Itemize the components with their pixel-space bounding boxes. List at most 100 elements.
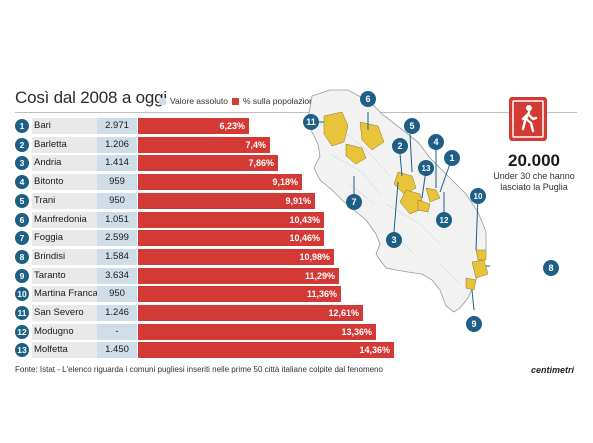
absolute-value: 2.599 bbox=[97, 230, 137, 247]
legend-swatch-percent bbox=[232, 98, 239, 105]
map-marker: 4 bbox=[428, 134, 444, 150]
bar-track: 6,23% bbox=[138, 118, 428, 134]
absolute-value: 2.971 bbox=[97, 118, 137, 134]
stat-caption: Under 30 che hanno lasciato la Puglia bbox=[488, 171, 580, 193]
bar bbox=[138, 286, 341, 303]
bar-track: 10,98% bbox=[138, 248, 428, 265]
map-marker: 1 bbox=[444, 150, 460, 166]
city-label: Brindisi bbox=[32, 248, 110, 265]
chart-title: Così dal 2008 a oggi bbox=[15, 88, 167, 107]
svg-text:6: 6 bbox=[365, 94, 370, 104]
city-label: Trani bbox=[32, 192, 110, 209]
bar-value-label: 10,43% bbox=[289, 214, 320, 225]
map-marker-brindisi: 8 bbox=[543, 260, 559, 276]
bar-track: 10,46% bbox=[138, 230, 428, 247]
map-marker: 11 bbox=[303, 114, 319, 130]
title-divider bbox=[15, 112, 577, 113]
absolute-value: 1.450 bbox=[97, 342, 137, 359]
map-marker: 9 bbox=[466, 316, 482, 332]
city-label: Taranto bbox=[32, 267, 110, 284]
bar bbox=[138, 248, 334, 265]
map-marker: 10 bbox=[470, 188, 486, 204]
city-label: Martina Franca bbox=[32, 286, 110, 303]
map-marker: 7 bbox=[346, 194, 362, 210]
bar-track: 7,4% bbox=[138, 136, 428, 153]
rank-badge: 10 bbox=[15, 287, 29, 302]
bar-track: 13,36% bbox=[138, 323, 428, 340]
city-label: Manfredonia bbox=[32, 211, 110, 228]
legend-swatch-absolute bbox=[159, 98, 166, 105]
puglia-map: 11 6 5 2 4 13 1 7 12 3 10 9 bbox=[303, 89, 490, 332]
bar-track: 11,36% bbox=[138, 286, 428, 303]
stat-number: 20.000 bbox=[508, 151, 560, 170]
bar-value-label: 14,36% bbox=[359, 345, 390, 356]
bar bbox=[138, 230, 324, 247]
bar bbox=[138, 305, 363, 321]
absolute-value: 1.246 bbox=[97, 305, 137, 321]
map-marker: 5 bbox=[404, 118, 420, 134]
highlighted-comuni bbox=[323, 111, 489, 291]
map-markers: 11 6 5 2 4 13 1 7 12 3 10 9 bbox=[303, 91, 486, 332]
svg-text:2: 2 bbox=[397, 141, 402, 151]
area-foggia bbox=[345, 143, 367, 165]
svg-text:8: 8 bbox=[548, 263, 553, 273]
stat-caption-line2: lasciato la Puglia bbox=[500, 182, 568, 192]
rank-badge: 4 bbox=[15, 175, 29, 190]
bar-track: 11,29% bbox=[138, 267, 428, 284]
legend-absolute: Valore assoluto bbox=[159, 96, 228, 106]
bar-value-label: 7,4% bbox=[245, 139, 266, 150]
absolute-value: 950 bbox=[97, 192, 137, 209]
bar bbox=[138, 267, 339, 284]
rank-badge: 5 bbox=[15, 193, 29, 208]
rank-badge: 12 bbox=[15, 324, 29, 339]
bar bbox=[138, 192, 315, 209]
rank-badge: 1 bbox=[15, 119, 29, 133]
bar bbox=[138, 136, 270, 153]
bar-value-label: 10,46% bbox=[289, 233, 320, 244]
rank-badge: 7 bbox=[15, 231, 29, 246]
bar bbox=[138, 211, 324, 228]
bar-value-label: 10,98% bbox=[299, 251, 330, 262]
bar-track: 12,61% bbox=[138, 305, 428, 321]
city-label: Molfetta bbox=[32, 342, 110, 359]
map-marker: 13 bbox=[418, 160, 434, 176]
map-marker: 2 bbox=[392, 138, 408, 154]
svg-text:4: 4 bbox=[433, 137, 438, 147]
svg-text:9: 9 bbox=[471, 319, 476, 329]
absolute-value: 1.414 bbox=[97, 155, 137, 172]
bar-value-label: 9,18% bbox=[272, 177, 298, 188]
bar-value-label: 11,29% bbox=[304, 270, 335, 281]
bar-track: 9,18% bbox=[138, 174, 428, 191]
svg-text:12: 12 bbox=[440, 216, 449, 225]
city-label: Bitonto bbox=[32, 174, 110, 191]
bar bbox=[138, 155, 278, 172]
city-label: Modugno bbox=[32, 323, 110, 340]
rank-badge: 13 bbox=[15, 343, 29, 358]
area-modugno bbox=[417, 199, 431, 213]
absolute-value: 1.051 bbox=[97, 211, 137, 228]
legend-label-absolute: Valore assoluto bbox=[170, 96, 228, 106]
city-label: Bari bbox=[32, 118, 110, 134]
bar-value-label: 13,36% bbox=[341, 326, 372, 337]
rank-badge: 11 bbox=[15, 306, 29, 320]
legend-label-percent: % sulla popolazione bbox=[243, 96, 319, 106]
leader-lines bbox=[314, 112, 490, 311]
bar bbox=[138, 323, 376, 340]
svg-text:3: 3 bbox=[391, 235, 396, 245]
absolute-value: 3.634 bbox=[97, 267, 137, 284]
svg-text:1: 1 bbox=[449, 153, 454, 163]
bar bbox=[138, 342, 394, 359]
absolute-value: 950 bbox=[97, 286, 137, 303]
bar bbox=[138, 118, 249, 134]
source-note: Fonte: Istat - L'elenco riguarda i comun… bbox=[15, 365, 383, 374]
area-taranto bbox=[465, 277, 477, 291]
city-label: Foggia bbox=[32, 230, 110, 247]
bar-track: 10,43% bbox=[138, 211, 428, 228]
map-marker: 6 bbox=[360, 91, 376, 107]
svg-text:5: 5 bbox=[409, 121, 414, 131]
bar-value-label: 7,86% bbox=[248, 158, 274, 169]
area-san-severo bbox=[323, 111, 349, 147]
svg-text:7: 7 bbox=[351, 197, 356, 207]
svg-text:11: 11 bbox=[306, 117, 316, 127]
absolute-value: - bbox=[97, 323, 137, 340]
